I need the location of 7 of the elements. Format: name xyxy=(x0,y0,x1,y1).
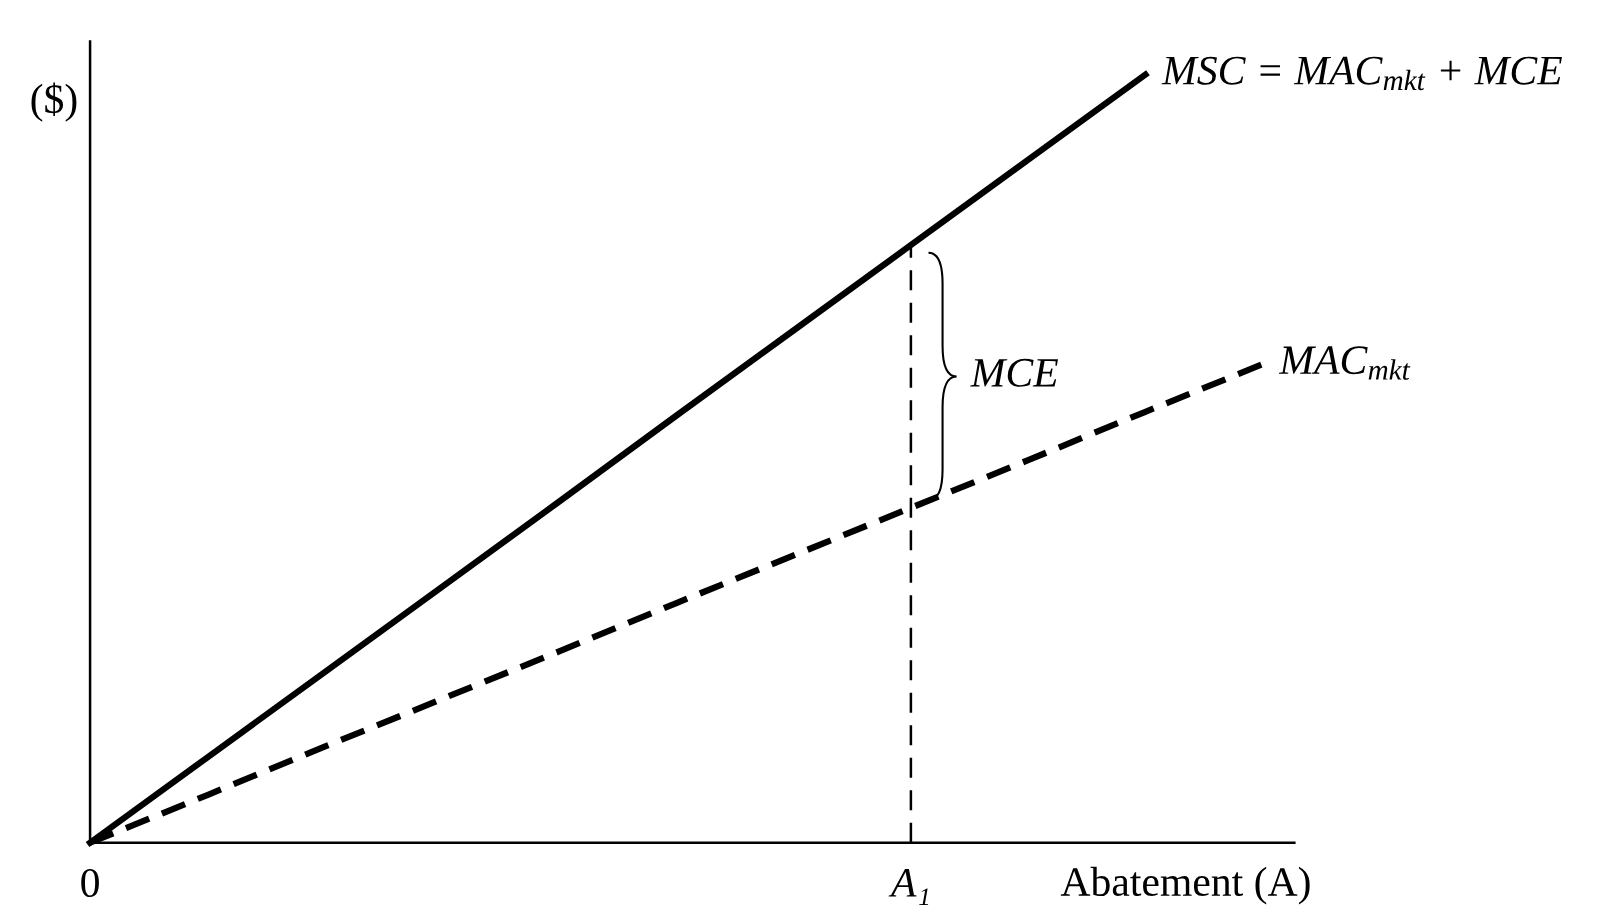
series-label: MAC$_{mkt}$ xyxy=(1278,346,1411,380)
y-axis-title: ($) xyxy=(31,82,77,122)
series-label: MSC = MAC$_{mkt}$ + MCE xyxy=(1161,56,1562,91)
annotation: MCE xyxy=(970,358,1058,387)
x-tick-label: A₁ xyxy=(888,869,929,906)
x-tick-label: 0 xyxy=(81,868,99,898)
x-axis-title: Abatement (A) xyxy=(1060,866,1310,905)
